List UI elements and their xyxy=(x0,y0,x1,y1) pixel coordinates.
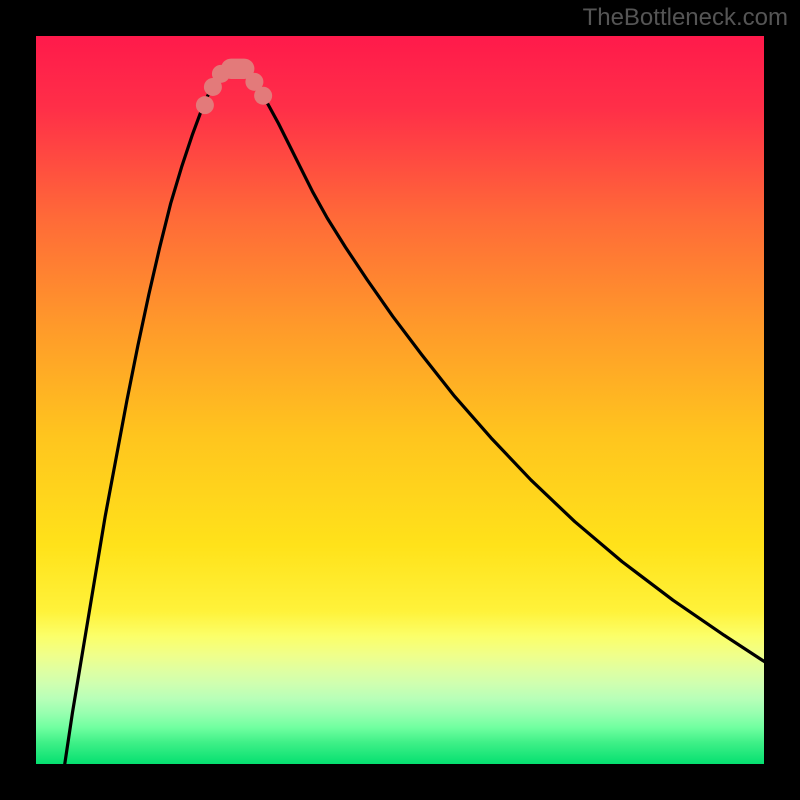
valley-markers xyxy=(196,59,272,115)
valley-marker-0 xyxy=(196,96,214,114)
bottleneck-curve xyxy=(61,65,764,764)
valley-marker-4 xyxy=(254,87,272,105)
watermark-text: TheBottleneck.com xyxy=(583,4,788,32)
chart-root: { "meta": { "watermark_text": "TheBottle… xyxy=(0,0,800,800)
plot-area xyxy=(36,36,764,764)
valley-marker-2 xyxy=(212,65,230,83)
chart-svg-layer xyxy=(36,36,764,764)
